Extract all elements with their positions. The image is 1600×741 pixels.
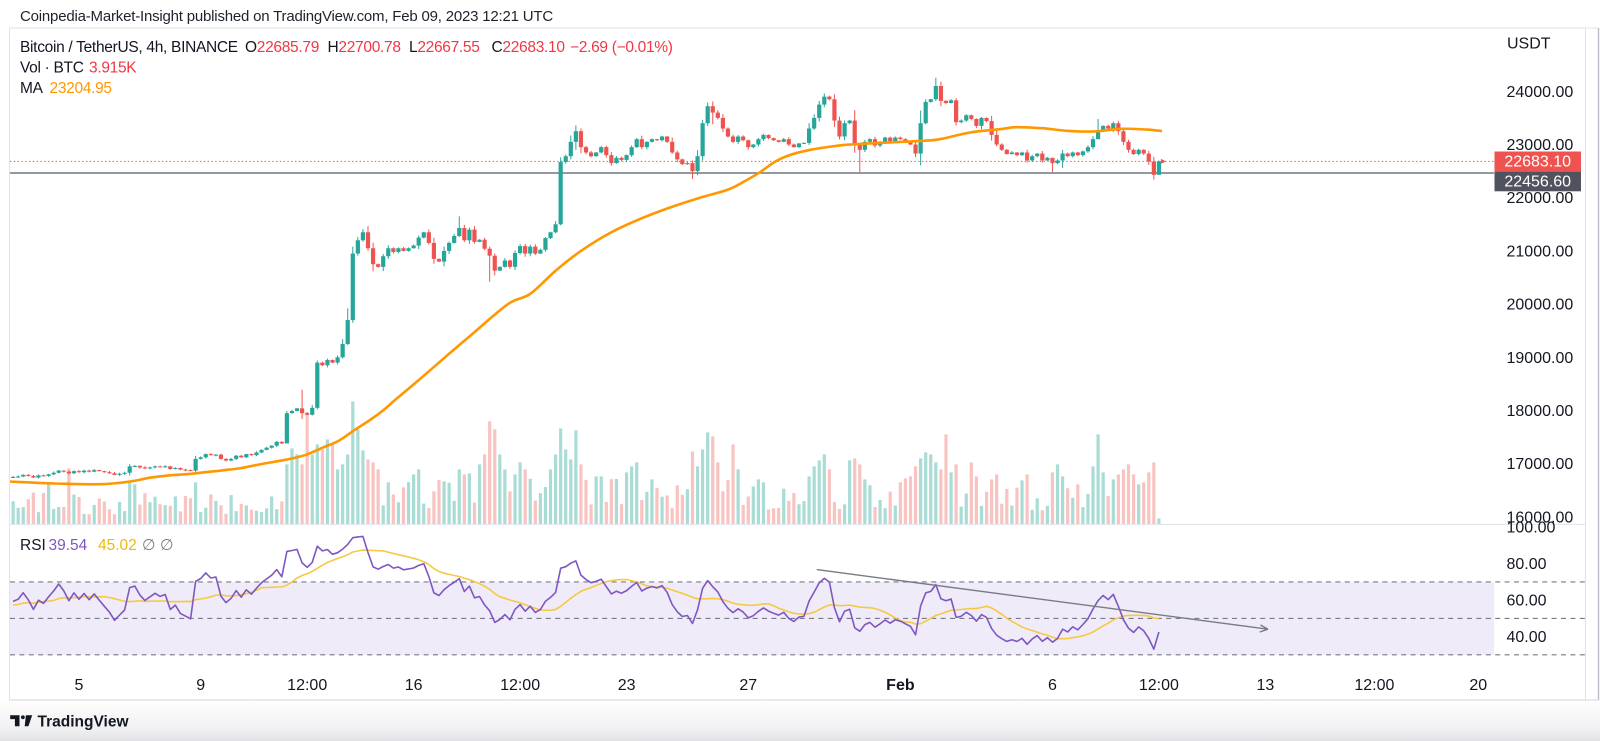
svg-text:12:00: 12:00 bbox=[1354, 677, 1394, 694]
svg-text:20: 20 bbox=[1469, 677, 1487, 694]
svg-text:∅: ∅ bbox=[142, 537, 156, 554]
svg-text:∅: ∅ bbox=[160, 537, 174, 554]
svg-text:20000.00: 20000.00 bbox=[1507, 297, 1574, 314]
svg-text:TradingView: TradingView bbox=[38, 714, 130, 731]
svg-text:17000.00: 17000.00 bbox=[1507, 456, 1574, 473]
svg-text:39.54: 39.54 bbox=[49, 537, 88, 554]
svg-text:21000.00: 21000.00 bbox=[1507, 243, 1574, 260]
svg-text:40.00: 40.00 bbox=[1507, 629, 1547, 646]
svg-text:RSI: RSI bbox=[20, 537, 46, 554]
svg-text:MA: MA bbox=[20, 80, 44, 97]
svg-text:22683.10: 22683.10 bbox=[1504, 154, 1571, 171]
svg-text:23: 23 bbox=[618, 677, 636, 694]
svg-text:18000.00: 18000.00 bbox=[1507, 403, 1574, 420]
svg-text:22000.00: 22000.00 bbox=[1507, 190, 1574, 207]
svg-text:16000.00: 16000.00 bbox=[1507, 509, 1574, 526]
svg-text:16: 16 bbox=[405, 677, 423, 694]
svg-text:24000.00: 24000.00 bbox=[1507, 84, 1574, 101]
svg-text:C22683.10: C22683.10 bbox=[492, 39, 566, 56]
svg-text:19000.00: 19000.00 bbox=[1507, 350, 1574, 367]
svg-text:9: 9 bbox=[196, 677, 205, 694]
svg-text:60.00: 60.00 bbox=[1507, 593, 1547, 610]
svg-text:3.915K: 3.915K bbox=[89, 60, 137, 77]
svg-text:13: 13 bbox=[1257, 677, 1275, 694]
svg-text:Feb: Feb bbox=[886, 677, 915, 694]
svg-text:12:00: 12:00 bbox=[287, 677, 327, 694]
svg-text:23000.00: 23000.00 bbox=[1507, 137, 1574, 154]
svg-text:O22685.79: O22685.79 bbox=[245, 39, 319, 56]
svg-text:22456.60: 22456.60 bbox=[1504, 174, 1571, 191]
svg-text:80.00: 80.00 bbox=[1507, 556, 1547, 573]
svg-text:12:00: 12:00 bbox=[500, 677, 540, 694]
svg-text:6: 6 bbox=[1048, 677, 1057, 694]
svg-text:−2.69 (−0.01%): −2.69 (−0.01%) bbox=[570, 39, 673, 56]
svg-text:23204.95: 23204.95 bbox=[50, 80, 112, 97]
svg-text:Bitcoin / TetherUS, 4h, BINANC: Bitcoin / TetherUS, 4h, BINANCE bbox=[20, 39, 238, 56]
svg-text:Coinpedia-Market-Insight publi: Coinpedia-Market-Insight published on Tr… bbox=[20, 8, 553, 25]
svg-text:45.02: 45.02 bbox=[98, 537, 137, 554]
svg-text:12:00: 12:00 bbox=[1139, 677, 1179, 694]
svg-text:27: 27 bbox=[739, 677, 757, 694]
svg-text:5: 5 bbox=[75, 677, 84, 694]
svg-text:USDT: USDT bbox=[1507, 36, 1551, 53]
svg-text:100.00: 100.00 bbox=[1507, 520, 1556, 537]
svg-text:Vol · BTC: Vol · BTC bbox=[20, 60, 84, 77]
svg-text:H22700.78: H22700.78 bbox=[328, 39, 401, 56]
svg-text:L22667.55: L22667.55 bbox=[409, 39, 480, 56]
